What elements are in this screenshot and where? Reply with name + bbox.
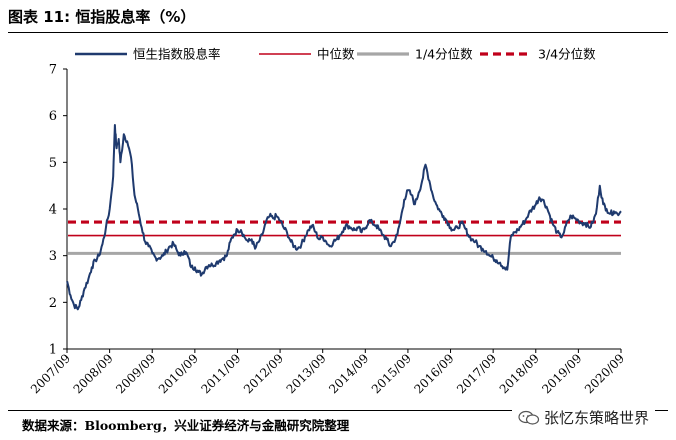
figure-source: 数据来源：Bloomberg，兴业证券经济与金融研究院整理 bbox=[22, 418, 350, 433]
legend: 恒生指数股息率 中位数 1/4分位数 3/4分位数 bbox=[75, 47, 596, 62]
legend-label: 中位数 bbox=[317, 47, 355, 62]
x-tick-label: 2019/09 bbox=[539, 351, 584, 396]
legend-label: 3/4分位数 bbox=[538, 47, 596, 62]
y-tick-label: 2 bbox=[49, 296, 57, 311]
wechat-icon bbox=[518, 410, 540, 425]
figure-title: 图表 11: 恒指股息率（%） bbox=[8, 8, 196, 26]
x-tick-label: 2017/09 bbox=[454, 351, 499, 396]
x-tick-label: 2016/09 bbox=[412, 351, 457, 396]
x-tick-label: 2018/09 bbox=[497, 351, 542, 396]
x-tick-label: 2007/09 bbox=[28, 351, 73, 396]
y-tick-label: 5 bbox=[49, 156, 57, 171]
source-rule bbox=[8, 410, 668, 411]
x-tick-label: 2020/09 bbox=[582, 351, 627, 396]
title-rule bbox=[8, 32, 668, 33]
x-tick-label: 2014/09 bbox=[326, 351, 371, 396]
y-tick-label: 3 bbox=[49, 249, 57, 264]
x-tick-label: 2010/09 bbox=[156, 351, 201, 396]
plot-area bbox=[66, 124, 622, 311]
axes: 1 2 3 4 5 6 7 2007/092008/092009/092010/092011/… bbox=[28, 63, 627, 397]
y-tick-label: 7 bbox=[49, 63, 57, 78]
x-tick-label: 2008/09 bbox=[71, 351, 116, 396]
watermark-text: 张忆东策略世界 bbox=[544, 409, 650, 427]
x-tick-label: 2011/09 bbox=[198, 351, 243, 396]
x-tick-label: 2013/09 bbox=[284, 351, 329, 396]
watermark: 张忆东策略世界 bbox=[512, 405, 656, 430]
legend-label: 1/4分位数 bbox=[415, 47, 473, 62]
y-tick-label: 6 bbox=[49, 109, 57, 124]
x-tick-label: 2012/09 bbox=[241, 351, 286, 396]
yield-series-line bbox=[66, 124, 622, 311]
legend-label: 恒生指数股息率 bbox=[133, 47, 221, 62]
x-tick-label: 2015/09 bbox=[369, 351, 414, 396]
y-tick-label: 4 bbox=[49, 203, 57, 218]
x-tick-label: 2009/09 bbox=[113, 351, 158, 396]
y-tick-label: 1 bbox=[49, 343, 57, 358]
